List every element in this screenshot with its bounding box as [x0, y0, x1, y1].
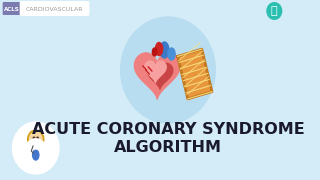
Circle shape [29, 132, 42, 146]
Ellipse shape [28, 134, 31, 143]
Circle shape [33, 137, 35, 139]
Ellipse shape [152, 48, 157, 56]
Polygon shape [134, 53, 180, 99]
Circle shape [37, 137, 38, 139]
Ellipse shape [168, 48, 175, 60]
Polygon shape [145, 61, 166, 83]
FancyBboxPatch shape [20, 1, 89, 16]
Ellipse shape [156, 42, 163, 55]
Polygon shape [147, 63, 173, 89]
FancyBboxPatch shape [3, 2, 20, 15]
Wedge shape [30, 139, 45, 149]
Ellipse shape [33, 150, 39, 160]
Ellipse shape [29, 130, 42, 138]
Circle shape [12, 122, 59, 174]
Text: ALGORITHM: ALGORITHM [114, 141, 222, 156]
Ellipse shape [28, 143, 44, 163]
Circle shape [266, 2, 282, 20]
Polygon shape [178, 49, 212, 99]
Ellipse shape [160, 42, 169, 58]
Ellipse shape [40, 134, 44, 143]
Text: CARDIOVASCULAR: CARDIOVASCULAR [26, 6, 83, 12]
Text: ACLS: ACLS [4, 6, 20, 12]
Text: ACUTE CORONARY SYNDROME: ACUTE CORONARY SYNDROME [32, 123, 304, 138]
Text: ⓒ: ⓒ [271, 6, 278, 16]
Circle shape [121, 17, 215, 123]
Wedge shape [26, 139, 41, 149]
